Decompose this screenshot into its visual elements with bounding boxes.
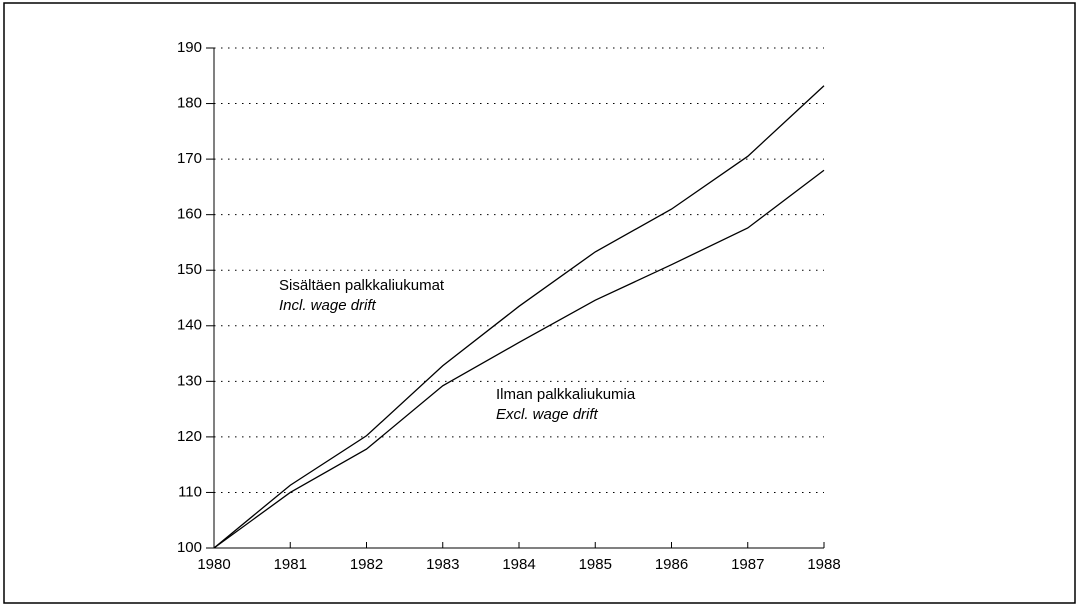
x-tick-label: 1984 (502, 556, 535, 573)
series-label-en: Excl. wage drift (496, 406, 599, 423)
y-tick-label: 150 (177, 261, 202, 278)
x-tick-label: 1988 (807, 556, 840, 573)
series-line (213, 169, 825, 549)
x-tick-label: 1982 (350, 556, 383, 573)
x-tick-label: 1981 (274, 556, 307, 573)
series-label-en: Incl. wage drift (279, 297, 377, 314)
frame (3, 2, 1076, 604)
y-tick-label: 160 (177, 206, 202, 223)
x-tick-label: 1980 (197, 556, 230, 573)
y-tick-label: 170 (177, 150, 202, 167)
y-tick-label: 100 (177, 539, 202, 556)
series-label: Sisältäen palkkaliukumat (279, 277, 445, 294)
y-tick-label: 120 (177, 428, 202, 445)
x-tick-label: 1983 (426, 556, 459, 573)
series-label: Ilman palkkaliukumia (496, 386, 636, 403)
x-tick-label: 1985 (579, 556, 612, 573)
x-tick-label: 1986 (655, 556, 688, 573)
y-tick-label: 190 (177, 39, 202, 56)
series-line (213, 85, 825, 549)
y-tick-label: 130 (177, 372, 202, 389)
y-tick-label: 110 (178, 483, 202, 500)
y-tick-label: 180 (177, 95, 202, 112)
y-tick-label: 140 (177, 317, 202, 334)
x-tick-label: 1987 (731, 556, 764, 573)
